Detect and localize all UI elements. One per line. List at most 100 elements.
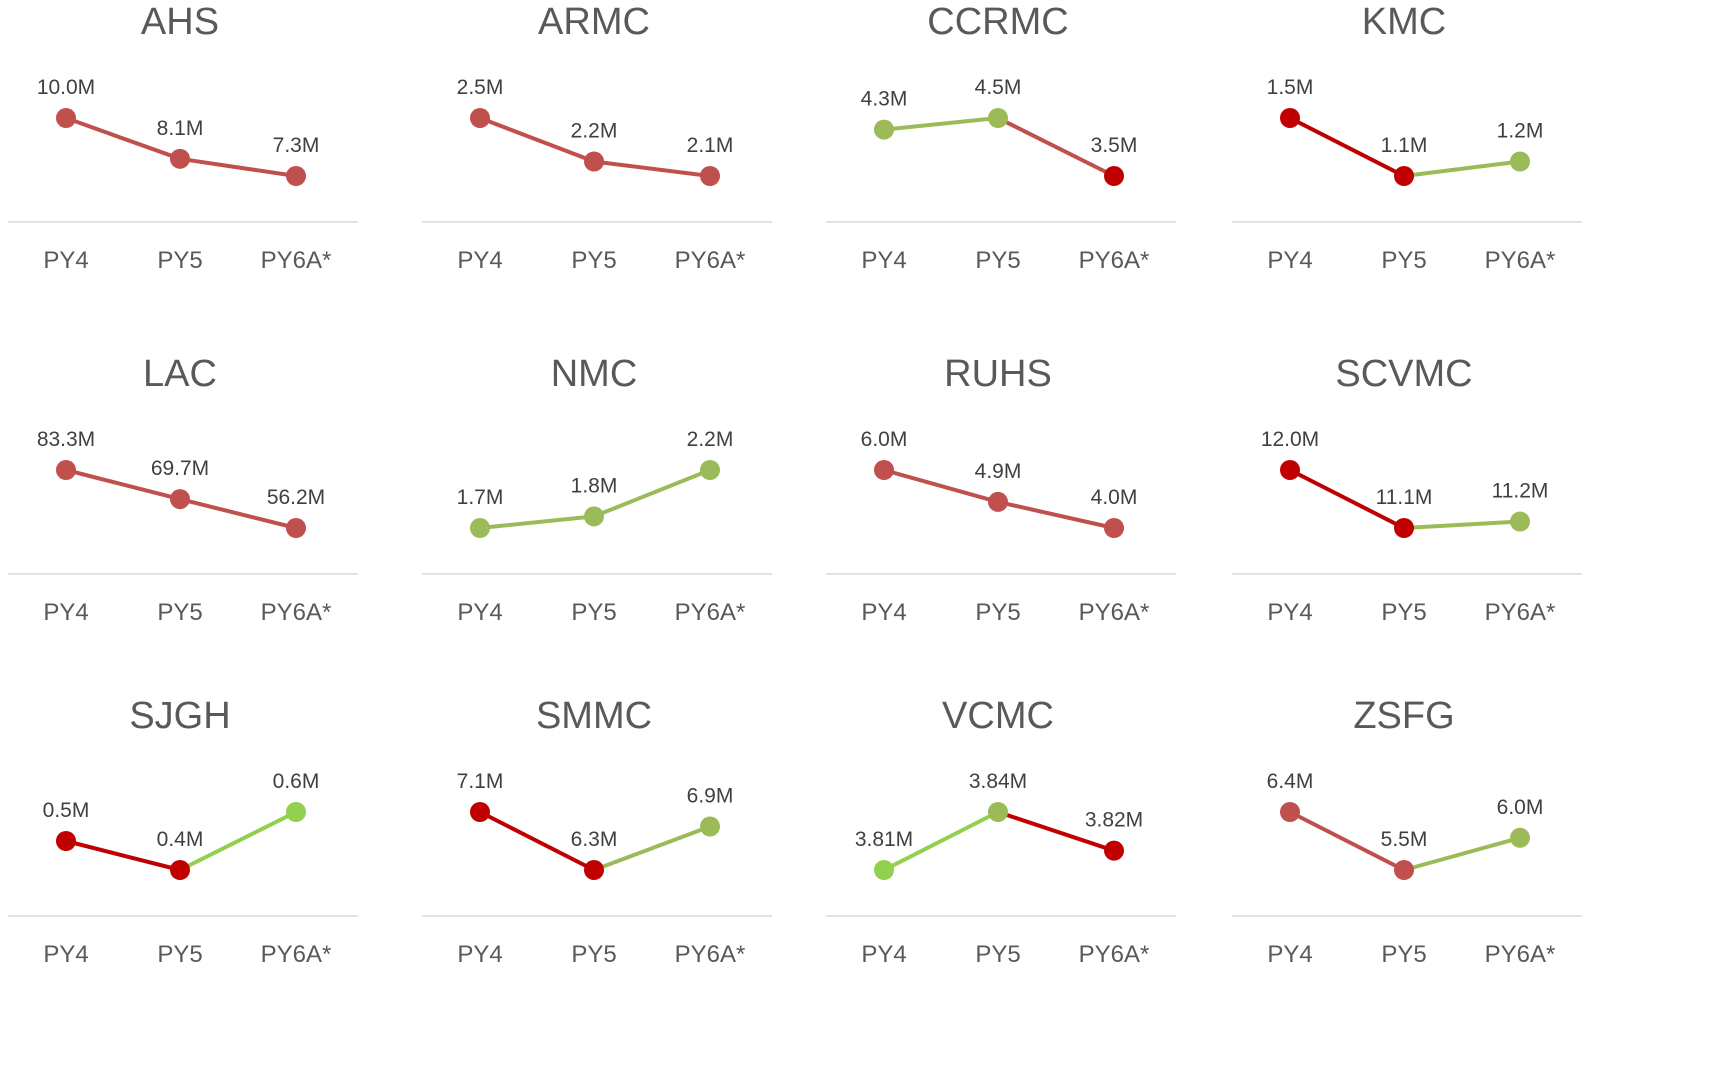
chart-panel-kmc: KMC 1.5M 1.1M 1.2M PY4 PY5 PY6A*: [1232, 0, 1662, 340]
series-line-segment: [996, 499, 1116, 530]
data-point: [584, 506, 604, 527]
chart-panel-ahs: AHS 10.0M 8.1M 7.3M PY4 PY5 PY6A*: [8, 0, 438, 340]
data-point: [988, 491, 1008, 512]
data-point: [286, 166, 306, 186]
data-point: [170, 860, 190, 880]
data-label: 4.9M: [975, 460, 1022, 483]
data-label: 11.2M: [1492, 480, 1549, 503]
series-line-segment: [178, 497, 298, 530]
chart-panel-armc: ARMC 2.5M 2.2M 2.1M PY4 PY5 PY6A*: [422, 0, 852, 340]
data-label: 1.5M: [1267, 76, 1314, 99]
data-label: 0.4M: [157, 828, 204, 851]
series-line-segment: [178, 810, 298, 872]
series-line-segment: [592, 159, 712, 178]
chart-panel-zsfg: ZSFG 6.4M 5.5M 6.0M PY4 PY5 PY6A*: [1232, 694, 1662, 1034]
series-line-segment: [882, 468, 1000, 504]
data-point: [1280, 460, 1300, 480]
x-tick-label: PY5: [157, 599, 202, 626]
data-label: 3.82M: [1085, 809, 1143, 832]
series-line-segment: [1402, 159, 1522, 178]
series-line-segment: [1288, 810, 1406, 872]
x-tick-label: PY4: [861, 941, 906, 968]
chart-panel-scvmc: SCVMC 12.0M 11.1M 11.2M PY4 PY5 PY6A*: [1232, 352, 1662, 692]
data-point: [1280, 802, 1300, 822]
data-label: 1.7M: [457, 486, 504, 509]
line-chart: AHS 10.0M 8.1M 7.3M PY4 PY5 PY6A*: [8, 1, 358, 274]
data-point: [1510, 511, 1530, 532]
series-line-segment: [996, 810, 1116, 853]
data-point: [700, 166, 720, 186]
x-tick-label: PY5: [157, 247, 202, 274]
x-tick-label: PY4: [457, 599, 502, 626]
x-tick-label: PY6A*: [261, 599, 332, 626]
data-point: [874, 460, 894, 480]
series-line-segment: [478, 810, 596, 872]
data-label: 2.2M: [571, 120, 618, 143]
x-tick-label: PY5: [1381, 599, 1426, 626]
x-tick-label: PY4: [43, 247, 88, 274]
data-point: [170, 489, 190, 510]
series-line-segment: [64, 116, 182, 161]
data-label: 3.81M: [855, 828, 913, 851]
data-label: 69.7M: [151, 457, 209, 480]
data-label: 1.8M: [571, 474, 618, 497]
x-tick-label: PY6A*: [1079, 599, 1150, 626]
x-tick-label: PY4: [43, 941, 88, 968]
data-point: [1104, 840, 1124, 861]
series-line-segment: [1402, 835, 1522, 872]
data-label: 1.2M: [1497, 120, 1544, 143]
chart-title: SMMC: [536, 695, 652, 737]
line-chart: RUHS 6.0M 4.9M 4.0M PY4 PY5 PY6A*: [826, 353, 1176, 626]
data-label: 6.9M: [687, 785, 734, 808]
chart-title: RUHS: [944, 353, 1052, 395]
x-tick-label: PY5: [571, 247, 616, 274]
data-label: 10.0M: [37, 76, 95, 99]
chart-panel-nmc: NMC 1.7M 1.8M 2.2M PY4 PY5 PY6A*: [422, 352, 852, 692]
series-line-segment: [592, 824, 712, 872]
data-point: [1104, 166, 1124, 186]
data-point: [988, 108, 1008, 128]
data-label: 6.3M: [571, 828, 618, 851]
line-chart: SCVMC 12.0M 11.1M 11.2M PY4 PY5 PY6A*: [1232, 353, 1582, 626]
chart-title: VCMC: [942, 695, 1054, 737]
data-label: 3.84M: [969, 770, 1027, 793]
data-point: [1394, 860, 1414, 880]
data-point: [1394, 518, 1414, 538]
x-tick-label: PY5: [1381, 247, 1426, 274]
x-tick-label: PY5: [975, 941, 1020, 968]
data-label: 0.6M: [273, 770, 320, 793]
chart-title: LAC: [143, 353, 217, 395]
x-tick-label: PY6A*: [675, 247, 746, 274]
series-line-segment: [1402, 519, 1522, 530]
x-tick-label: PY5: [975, 247, 1020, 274]
x-tick-label: PY5: [975, 599, 1020, 626]
x-tick-label: PY6A*: [675, 599, 746, 626]
data-point: [988, 802, 1008, 822]
chart-title: ZSFG: [1353, 695, 1454, 737]
data-point: [584, 151, 604, 172]
data-label: 7.1M: [457, 770, 504, 793]
x-tick-label: PY4: [457, 247, 502, 274]
data-point: [286, 518, 306, 538]
data-label: 8.1M: [157, 117, 204, 140]
data-label: 83.3M: [37, 428, 95, 451]
line-chart: NMC 1.7M 1.8M 2.2M PY4 PY5 PY6A*: [422, 353, 772, 626]
data-point: [1280, 108, 1300, 128]
series-line-segment: [882, 810, 1000, 872]
chart-title: SCVMC: [1335, 353, 1472, 395]
line-chart: SMMC 7.1M 6.3M 6.9M PY4 PY5 PY6A*: [422, 695, 772, 968]
x-tick-label: PY4: [861, 247, 906, 274]
data-label: 4.3M: [861, 88, 908, 111]
data-point: [470, 802, 490, 822]
chart-panel-smmc: SMMC 7.1M 6.3M 6.9M PY4 PY5 PY6A*: [422, 694, 852, 1034]
series-line-segment: [478, 116, 596, 164]
x-tick-label: PY6A*: [261, 247, 332, 274]
data-point: [170, 148, 190, 169]
chart-title: CCRMC: [927, 1, 1068, 43]
data-point: [286, 802, 306, 822]
series-line-segment: [882, 116, 1000, 132]
data-point: [584, 860, 604, 880]
chart-title: AHS: [141, 1, 219, 43]
x-tick-label: PY5: [1381, 941, 1426, 968]
